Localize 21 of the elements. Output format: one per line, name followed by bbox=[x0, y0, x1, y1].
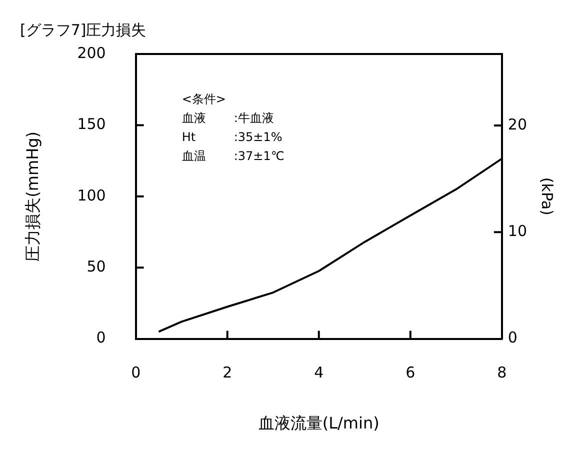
y-tick-label: 100 bbox=[77, 186, 106, 204]
x-tick-label: 2 bbox=[222, 364, 232, 382]
x-tick-label: 8 bbox=[497, 364, 507, 382]
x-tick-label: 6 bbox=[406, 364, 416, 382]
text: Ht :35±1% bbox=[182, 130, 282, 144]
y-tick-label: 0 bbox=[96, 328, 106, 347]
y2-tick-label: 10 bbox=[508, 222, 528, 240]
x-axis-title: 血液流量(L/min) bbox=[258, 414, 380, 433]
text: 血液 :牛血液 bbox=[182, 111, 274, 126]
y-axis-title: 圧力損失(mmHg) bbox=[22, 131, 42, 262]
y2-axis-title: (kPa) bbox=[538, 177, 556, 216]
y2-tick-label: 20 bbox=[508, 115, 528, 134]
annotation: <条件> bbox=[182, 92, 226, 106]
chart-title: [グラフ7]圧力損失 bbox=[20, 20, 146, 39]
text: 血温 :37±1℃ bbox=[182, 149, 284, 164]
x-tick-label: 4 bbox=[314, 364, 324, 382]
y-tick-label: 50 bbox=[86, 257, 106, 276]
y-tick-label: 200 bbox=[77, 44, 106, 62]
y-tick-label: 150 bbox=[77, 115, 106, 134]
y2-tick-label: 0 bbox=[508, 328, 518, 347]
x-tick-label: 0 bbox=[131, 364, 141, 382]
